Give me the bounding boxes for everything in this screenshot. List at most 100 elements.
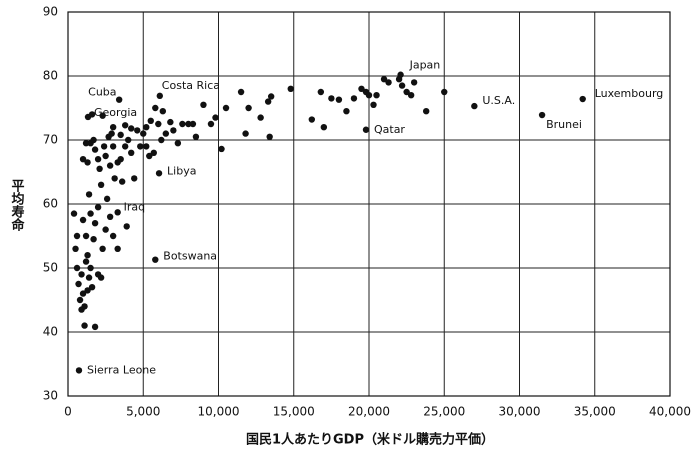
point: [257, 114, 264, 121]
point: [87, 210, 94, 217]
point-label: Brunei: [546, 118, 582, 131]
point: [152, 256, 159, 263]
point: [88, 284, 96, 291]
point: [403, 88, 410, 96]
y-tick-label: 50: [43, 261, 58, 275]
point-label: U.S.A.: [482, 94, 515, 107]
point: [264, 98, 272, 105]
point: [422, 108, 430, 115]
point: [123, 223, 130, 230]
x-tick-label: 20,000: [348, 405, 390, 419]
plot-frame: [67, 11, 671, 397]
x-tick-label: 10,000: [198, 405, 240, 419]
point: [343, 108, 350, 115]
point: [335, 96, 343, 103]
point: [99, 245, 106, 252]
point: [328, 95, 335, 102]
point: [100, 143, 108, 150]
point: [320, 124, 328, 131]
point: [108, 130, 115, 137]
point: [155, 120, 162, 128]
point: [134, 127, 141, 134]
point: [82, 140, 90, 147]
point: [125, 136, 132, 144]
point: [91, 220, 99, 227]
point: [218, 145, 225, 153]
point: [79, 216, 87, 224]
point: [117, 156, 124, 163]
point: [84, 252, 91, 259]
point: [373, 92, 380, 99]
point: [121, 122, 129, 129]
point: [121, 143, 129, 150]
point: [73, 264, 81, 272]
point: [150, 149, 157, 156]
point: [96, 165, 103, 172]
point-label: Luxembourg: [595, 87, 664, 100]
point: [245, 104, 252, 112]
point: [76, 296, 84, 304]
point-label: Japan: [409, 59, 441, 72]
point: [267, 93, 275, 100]
point: [91, 323, 99, 331]
point: [156, 92, 164, 100]
x-tick-label: 15,000: [273, 405, 315, 419]
y-tick-label: 80: [43, 69, 58, 83]
point: [410, 79, 418, 86]
point: [82, 258, 90, 265]
point: [162, 130, 170, 137]
point: [115, 96, 123, 103]
point: [158, 136, 165, 144]
point: [212, 114, 219, 121]
y-tick-label: 90: [43, 5, 58, 19]
point: [75, 280, 82, 288]
point: [362, 126, 370, 133]
point: [380, 76, 388, 83]
point: [72, 245, 79, 252]
point: [103, 195, 111, 203]
y-tick-label: 40: [43, 325, 58, 339]
point: [155, 170, 163, 177]
x-tick-label: 40,000: [649, 405, 691, 419]
point: [131, 175, 138, 182]
point: [81, 322, 88, 329]
point: [85, 191, 93, 198]
point: [79, 290, 87, 297]
point: [78, 271, 85, 278]
y-tick-label: 30: [43, 389, 58, 403]
y-tick-label: 70: [43, 133, 58, 147]
point: [84, 287, 91, 294]
point: [70, 210, 78, 217]
point-label: Cuba: [88, 86, 116, 99]
point: [143, 124, 150, 131]
x-tick-label: 35,000: [574, 405, 616, 419]
point: [287, 85, 294, 93]
point: [237, 88, 245, 96]
point: [192, 133, 200, 140]
point: [109, 143, 117, 150]
point: [358, 85, 365, 93]
point: [140, 130, 147, 137]
point: [128, 149, 135, 156]
point-label: Qatar: [374, 123, 405, 136]
point: [152, 104, 159, 112]
point: [97, 181, 105, 188]
point: [114, 245, 121, 252]
point: [117, 131, 124, 139]
point-label: Iraq: [124, 200, 146, 213]
point: [87, 264, 94, 272]
point: [189, 120, 197, 128]
point-label: Libya: [167, 164, 196, 177]
point: [85, 274, 93, 281]
point: [579, 95, 586, 103]
point: [398, 82, 406, 89]
y-axis-title: 平均寿命: [9, 179, 26, 232]
x-axis-title: 国民1人あたりGDP（米ドル購売力平価）: [246, 432, 494, 448]
point: [174, 140, 182, 147]
point: [365, 92, 373, 99]
point: [97, 274, 105, 281]
point: [91, 146, 99, 153]
point: [84, 159, 91, 166]
point: [111, 175, 118, 182]
